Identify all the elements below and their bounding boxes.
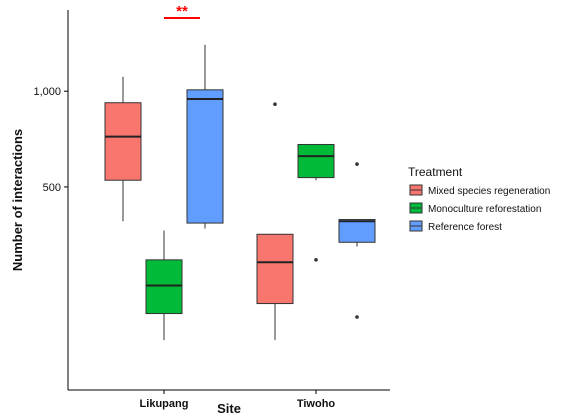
- x-tick-label: Likupang: [140, 398, 189, 410]
- box-reference-forest-likupang: [186, 44, 224, 229]
- box-reference-forest-tiwoho: [338, 162, 376, 319]
- outlier-point: [355, 315, 359, 319]
- legend-label: Mixed species regeneration: [428, 186, 550, 197]
- outlier-point: [273, 102, 277, 107]
- legend-label: Reference forest: [428, 222, 502, 233]
- box-iqr: [338, 219, 376, 243]
- box-iqr: [256, 233, 294, 305]
- outlier-point: [355, 162, 359, 166]
- box-iqr: [297, 143, 335, 179]
- annotations: **: [164, 3, 200, 20]
- x-ticks: Likupang Tiwoho: [140, 390, 336, 410]
- y-tick-label: 500: [43, 182, 61, 194]
- box-mixed-species-regeneration-likupang: [104, 76, 142, 222]
- outlier-point: [314, 258, 318, 262]
- legend: Treatment Mixed species regeneration Mono…: [408, 165, 550, 233]
- box-iqr: [145, 259, 183, 315]
- y-axis-title: Number of interactions: [10, 129, 25, 271]
- x-axis-title: Site: [217, 401, 241, 416]
- axes: [67, 10, 390, 391]
- significance-label: **: [176, 3, 188, 20]
- legend-title: Treatment: [408, 165, 463, 179]
- box-monoculture-reforestation-tiwoho: [297, 143, 335, 262]
- box-iqr: [186, 89, 224, 224]
- boxes: [104, 44, 376, 341]
- box-iqr: [104, 102, 142, 181]
- box-monoculture-reforestation-likupang: [145, 230, 183, 341]
- x-tick-label: Tiwoho: [297, 398, 336, 410]
- y-tick-label: 1,000: [33, 86, 61, 98]
- y-ticks: 500 1,000: [33, 86, 68, 194]
- box-mixed-species-regeneration-tiwoho: [256, 102, 294, 341]
- legend-label: Monoculture reforestation: [428, 204, 541, 215]
